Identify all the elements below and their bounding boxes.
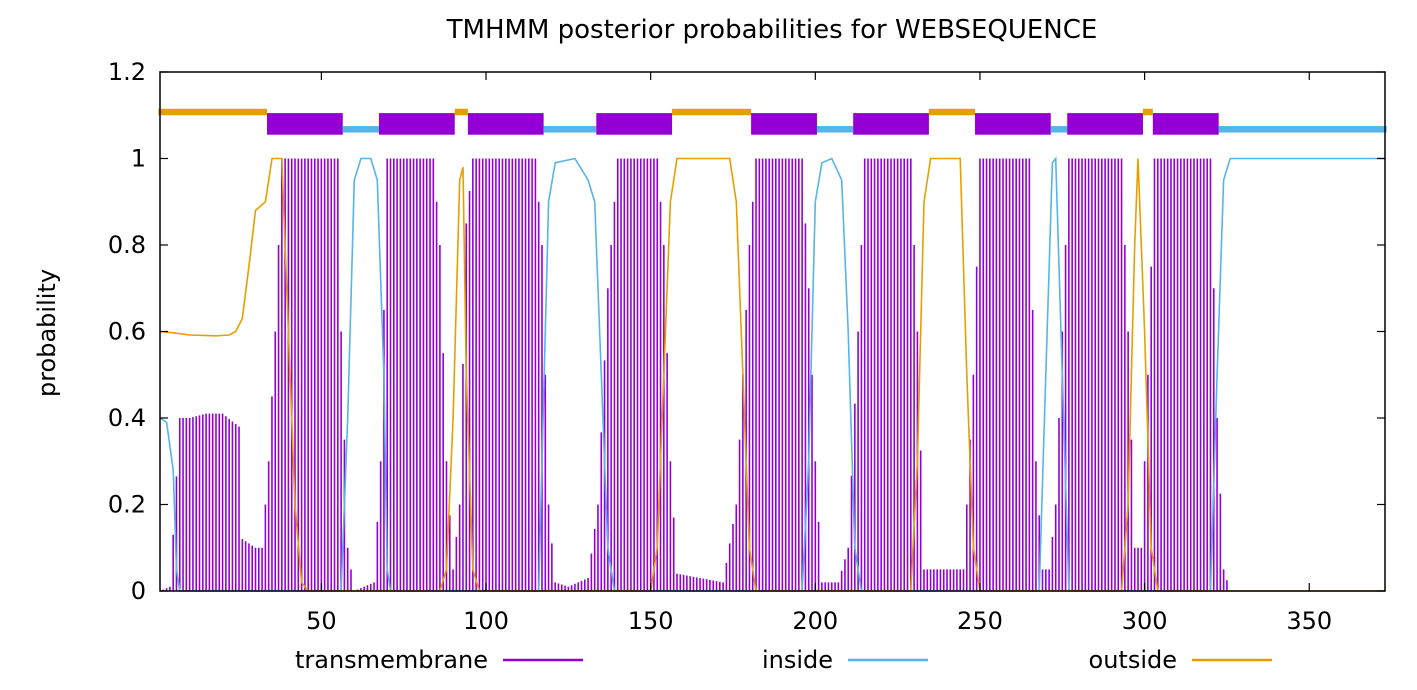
- topology-inside-segment: [342, 126, 379, 133]
- topology-transmembrane-segment: [853, 113, 929, 135]
- topology-outside-segment: [1142, 108, 1153, 116]
- topology-transmembrane-segment: [975, 113, 1051, 135]
- topology-outside-segment: [454, 108, 468, 116]
- topology-inside-segment: [543, 126, 597, 133]
- topology-transmembrane-segment: [267, 113, 343, 135]
- x-tick-label: 200: [792, 607, 838, 635]
- y-tick-label: 0.4: [108, 404, 146, 432]
- topology-outside-segment: [672, 108, 752, 116]
- inside-line: [159, 156, 1385, 592]
- chart-title: TMHMM posterior probabilities for WEBSEQ…: [446, 15, 1098, 45]
- topology-inside-segment: [1218, 126, 1387, 133]
- topology-transmembrane-segment: [596, 113, 673, 135]
- y-tick-label: 0: [131, 577, 146, 605]
- plot-area: [158, 108, 1387, 592]
- y-tick-label: 0.2: [108, 491, 146, 519]
- x-tick-label: 350: [1286, 607, 1332, 635]
- legend: transmembrane inside outside: [295, 646, 1272, 674]
- legend-label-outside: outside: [1089, 646, 1177, 674]
- topology-transmembrane-segment: [1152, 113, 1219, 135]
- x-tick-label: 50: [306, 607, 337, 635]
- topology-outside-segment: [158, 108, 268, 116]
- legend-label-transmembrane: transmembrane: [295, 646, 488, 674]
- x-tick-label: 300: [1122, 607, 1168, 635]
- y-axis-label: probability: [33, 269, 61, 397]
- x-tick-label: 150: [628, 607, 674, 635]
- topology-inside-segment: [1050, 126, 1068, 133]
- topology-transmembrane-segment: [1067, 113, 1143, 135]
- axis-ticks: 0 0.2 0.4 0.6 0.8 1 1.2 50 100 150 200 250 300 350: [108, 58, 1385, 635]
- legend-label-inside: inside: [762, 646, 833, 674]
- topology-outside-segment: [928, 108, 976, 116]
- x-tick-label: 100: [463, 607, 509, 635]
- topology-transmembrane-segment: [378, 113, 455, 135]
- y-tick-label: 0.6: [108, 318, 146, 346]
- topology-transmembrane-segment: [751, 113, 817, 135]
- y-tick-label: 1: [131, 145, 146, 173]
- y-tick-label: 0.8: [108, 231, 146, 259]
- x-tick-label: 250: [957, 607, 1003, 635]
- topology-transmembrane-segment: [467, 113, 544, 135]
- y-tick-label: 1.2: [108, 58, 146, 86]
- topology-inside-segment: [816, 126, 854, 133]
